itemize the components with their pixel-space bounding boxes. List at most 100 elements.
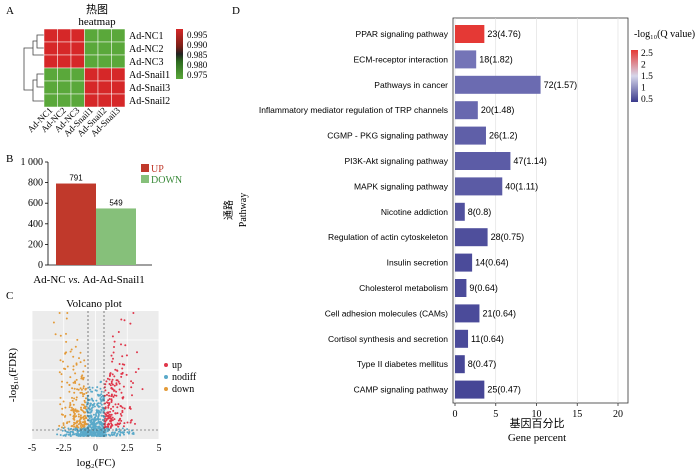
volcano-point bbox=[85, 392, 88, 394]
kegg-x-ticks: 0 5 10 15 20 bbox=[453, 403, 623, 420]
volcano-point bbox=[111, 419, 114, 422]
volcano-point bbox=[111, 383, 114, 386]
volcano-point bbox=[117, 425, 120, 428]
volcano-point bbox=[134, 422, 136, 425]
volcano-point bbox=[82, 407, 85, 409]
kegg-category-label: Cholesterol metabolism bbox=[359, 283, 448, 293]
volcano-point bbox=[120, 343, 122, 346]
volcano-point bbox=[62, 422, 65, 425]
heatmap-cell bbox=[43, 41, 58, 56]
volcano-point bbox=[101, 399, 104, 402]
volcano-point bbox=[97, 413, 100, 416]
kegg-bar bbox=[455, 25, 485, 43]
kegg-bar-value-label: 40(1.11) bbox=[505, 181, 538, 191]
volcano-point bbox=[72, 423, 75, 426]
kegg-bar bbox=[455, 279, 467, 297]
volcano-point bbox=[68, 384, 71, 386]
volcano-point bbox=[88, 405, 91, 408]
kegg-category-label: Type II diabetes mellitus bbox=[357, 359, 448, 369]
volcano-point bbox=[83, 399, 86, 402]
volcano-point bbox=[89, 421, 92, 424]
kegg-color-scale bbox=[631, 50, 638, 102]
volcano-point bbox=[121, 355, 124, 358]
volcano-point bbox=[74, 382, 77, 384]
heatmap-title: heatmap bbox=[78, 16, 116, 28]
volcano-point bbox=[107, 414, 110, 417]
volcano-point bbox=[95, 428, 98, 430]
volcano-point bbox=[106, 428, 109, 431]
volcano-point bbox=[95, 414, 98, 417]
volcano-point bbox=[93, 420, 96, 422]
heatmap-cell bbox=[84, 41, 99, 56]
volcano-point bbox=[100, 395, 103, 398]
volcano-point bbox=[98, 421, 100, 424]
volcano-point bbox=[111, 373, 114, 376]
volcano-point bbox=[62, 360, 64, 363]
kegg-category-label: CGMP - PKG signaling pathway bbox=[327, 131, 449, 141]
volcano-point bbox=[108, 423, 111, 426]
kegg-bar bbox=[455, 228, 488, 247]
volcano-point bbox=[75, 362, 78, 365]
kegg-x-tick-label: 15 bbox=[572, 409, 582, 420]
volcano-point bbox=[115, 383, 118, 386]
volcano-point bbox=[72, 381, 75, 384]
volcano-point bbox=[109, 419, 112, 422]
kegg-category-label: Cell adhesion molecules (CAMs) bbox=[325, 308, 448, 318]
volcano-point bbox=[114, 412, 117, 415]
volcano-point bbox=[79, 351, 82, 354]
volcano-point bbox=[110, 407, 112, 410]
kegg-plot-frame bbox=[452, 17, 629, 404]
heatmap-row-label: Ad-NC1 bbox=[129, 31, 163, 42]
kegg-bar-value-label: 14(0.64) bbox=[475, 258, 509, 268]
volcano-point bbox=[75, 421, 78, 424]
volcano-point bbox=[123, 407, 126, 410]
volcano-point bbox=[61, 407, 64, 410]
volcano-point bbox=[107, 433, 110, 436]
volcano-legend-down: down bbox=[172, 384, 194, 395]
volcano-point bbox=[125, 373, 128, 376]
volcano-point bbox=[111, 378, 114, 381]
volcano-point bbox=[107, 391, 110, 394]
volcano-point bbox=[110, 382, 113, 385]
kegg-legend-tick: 1 bbox=[641, 84, 646, 94]
volcano-x-tick-label: -5 bbox=[28, 443, 36, 454]
kegg-bar-value-label: 8(0.8) bbox=[468, 207, 492, 217]
heatmap-cell bbox=[43, 28, 58, 43]
kegg-bar bbox=[455, 177, 503, 196]
volcano-point bbox=[116, 432, 119, 435]
volcano-point bbox=[120, 372, 123, 375]
volcano-point bbox=[81, 403, 84, 406]
volcano-point bbox=[113, 346, 115, 348]
kegg-bar-value-label: 20(1.48) bbox=[481, 105, 515, 115]
heatmap-cell bbox=[111, 41, 126, 56]
volcano-point bbox=[77, 423, 80, 426]
volcano-point bbox=[60, 373, 63, 376]
volcano-point bbox=[76, 338, 79, 341]
volcano-point bbox=[110, 354, 113, 357]
volcano-point bbox=[132, 312, 135, 314]
volcano-point bbox=[117, 380, 120, 383]
volcano-point bbox=[90, 397, 93, 400]
volcano-point bbox=[80, 416, 83, 419]
volcano-point bbox=[83, 359, 86, 362]
volcano-title: Volcano plot bbox=[66, 298, 122, 310]
volcano-point bbox=[112, 357, 114, 360]
kegg-xlabel: Gene percent bbox=[508, 432, 566, 444]
deg-bar-value-label: 549 bbox=[109, 198, 123, 207]
volcano-legend-down-dot bbox=[164, 387, 168, 391]
heatmap-panel: 热图 heatmap Ad-NC1Ad-NC2Ad-NC3Ad-Snail1Ad… bbox=[23, 3, 208, 139]
volcano-point bbox=[93, 433, 96, 436]
panel-label-c: C bbox=[6, 290, 13, 302]
volcano-xlabel: log₂(FC) bbox=[77, 457, 116, 469]
volcano-point bbox=[69, 402, 72, 404]
volcano-point bbox=[121, 409, 124, 412]
volcano-point bbox=[100, 422, 103, 425]
volcano-point bbox=[120, 405, 123, 408]
volcano-point bbox=[101, 414, 104, 417]
volcano-point bbox=[109, 372, 112, 375]
volcano-point bbox=[69, 350, 72, 353]
volcano-point bbox=[72, 365, 75, 368]
volcano-point bbox=[130, 419, 133, 421]
volcano-point bbox=[77, 388, 80, 391]
deg-bar-xlabel: Ad-NC vs. Ad-Ad-Snail1 bbox=[33, 274, 145, 286]
